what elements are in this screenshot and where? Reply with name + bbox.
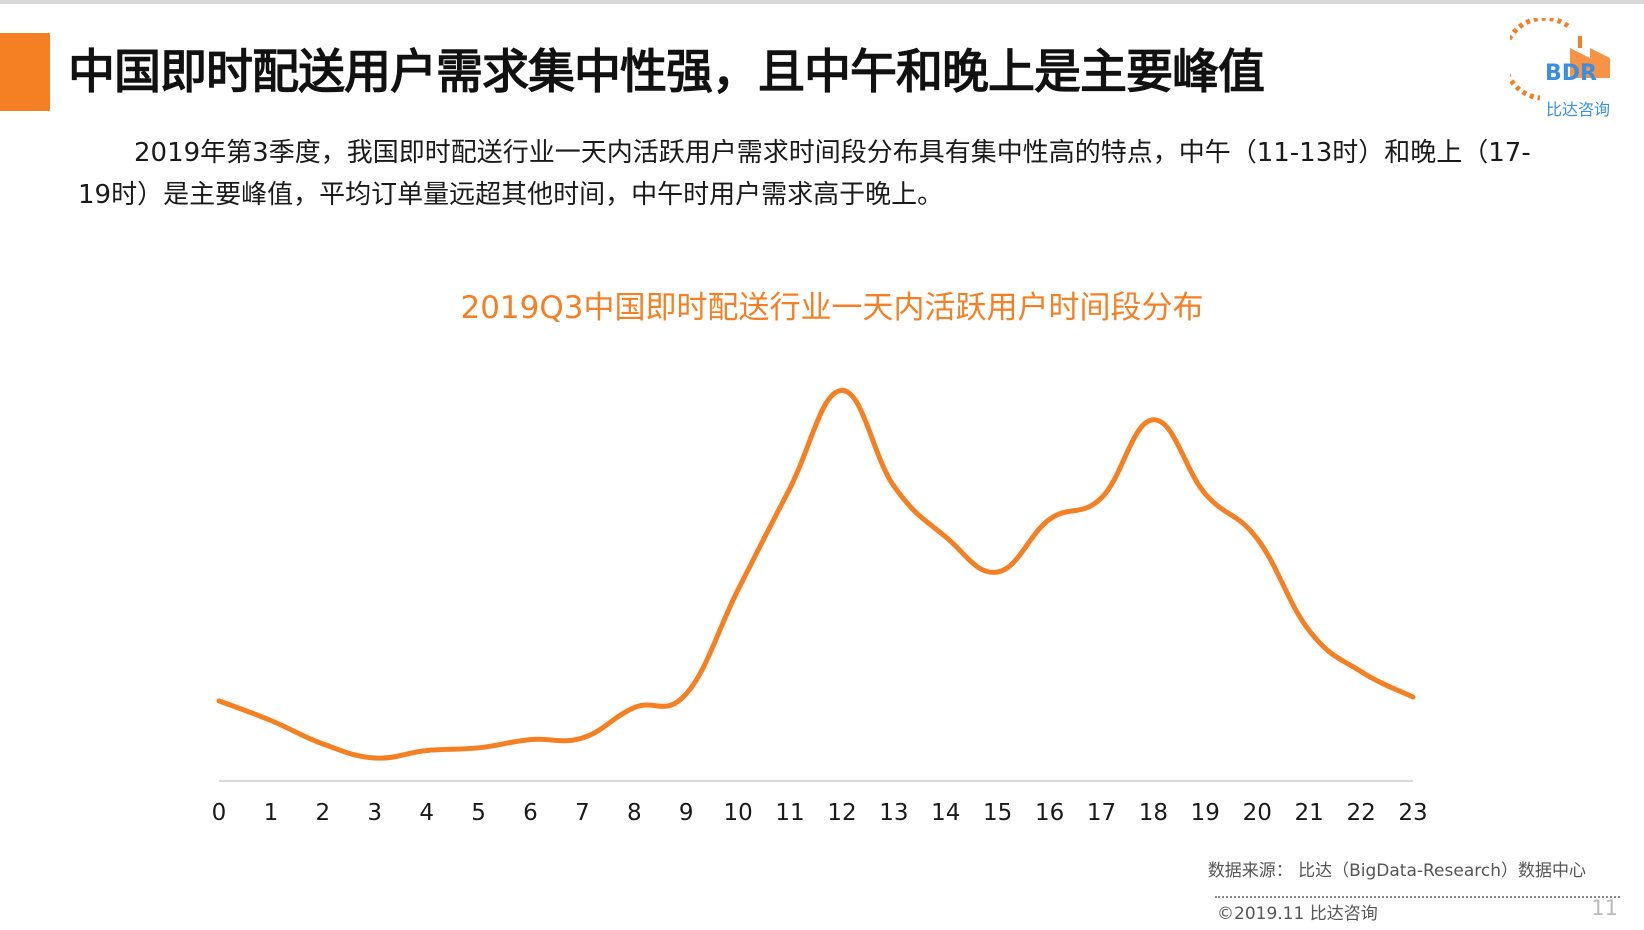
x-tick-label: 19 <box>1191 800 1220 826</box>
footer-divider <box>1215 896 1620 898</box>
title-accent-bar <box>0 33 50 111</box>
x-tick-label: 18 <box>1139 800 1168 826</box>
x-tick-label: 0 <box>212 800 227 826</box>
x-tick-label: 7 <box>575 800 590 826</box>
x-tick-label: 9 <box>679 800 694 826</box>
slide-title: 中国即时配送用户需求集中性强，且中午和晚上是主要峰值 <box>68 45 1265 100</box>
x-tick-label: 1 <box>264 800 279 826</box>
page-number: 11 <box>1591 896 1618 920</box>
x-tick-label: 2 <box>315 800 330 826</box>
x-tick-label: 21 <box>1295 800 1324 826</box>
x-tick-label: 13 <box>879 800 908 826</box>
x-tick-label: 23 <box>1398 800 1427 826</box>
x-tick-labels: 0 1 2 3 4 5 6 7 8 9 10 11 12 13 14 15 16 17 18 19 20 21 22 23 <box>212 800 1428 826</box>
series-line <box>216 387 1416 761</box>
x-tick-label: 6 <box>523 800 538 826</box>
summary-paragraph: 2019年第3季度，我国即时配送行业一天内活跃用户需求时间段分布具有集中性高的特… <box>78 138 1531 210</box>
bdr-logo-icon <box>1510 18 1610 101</box>
data-source: 数据来源： 比达（BigData-Research）数据中心 <box>1207 861 1586 881</box>
x-tick-label: 5 <box>471 800 486 826</box>
copyright: ©2019.11 比达咨询 <box>1217 904 1378 924</box>
x-tick-label: 10 <box>723 800 752 826</box>
x-tick-label: 17 <box>1087 800 1116 826</box>
x-tick-label: 4 <box>419 800 434 826</box>
logo-subtitle: 比达咨询 <box>1546 100 1611 119</box>
x-tick-label: 11 <box>775 800 804 826</box>
x-tick-label: 16 <box>1035 800 1064 826</box>
x-tick-label: 3 <box>367 800 382 826</box>
x-tick-label: 14 <box>931 800 960 826</box>
x-tick-label: 12 <box>827 800 856 826</box>
line-chart: 0 1 2 3 4 5 6 7 8 9 10 11 12 13 14 15 16 17 18 19 20 21 22 23 <box>212 387 1428 826</box>
x-tick-label: 15 <box>983 800 1012 826</box>
top-border <box>0 0 1644 4</box>
logo-text: BDR <box>1545 61 1597 86</box>
x-tick-label: 8 <box>627 800 642 826</box>
chart-title: 2019Q3中国即时配送行业一天内活跃用户时间段分布 <box>460 290 1204 326</box>
x-tick-label: 22 <box>1346 800 1375 826</box>
x-tick-label: 20 <box>1243 800 1272 826</box>
